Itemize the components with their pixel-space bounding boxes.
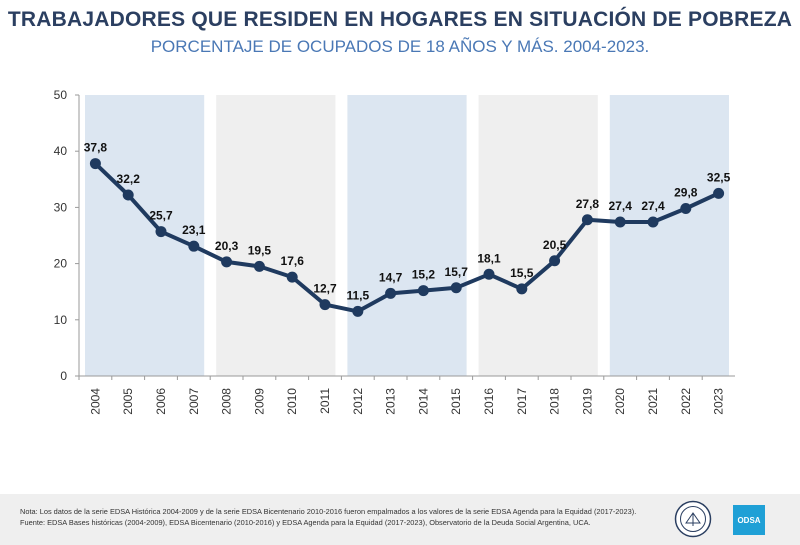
data-point-2017 xyxy=(516,283,528,295)
x-tick-label-2016: 2016 xyxy=(482,388,496,415)
footer: Nota: Los datos de la serie EDSA Históri… xyxy=(0,494,800,545)
data-point-2009 xyxy=(253,260,265,272)
data-label-2009: 19,5 xyxy=(248,243,272,257)
data-point-2012 xyxy=(352,305,364,317)
data-point-2007 xyxy=(188,240,200,252)
data-label-2006: 25,7 xyxy=(149,209,173,223)
period-bands xyxy=(85,95,729,376)
data-point-2020 xyxy=(614,216,626,228)
y-tick-label-50: 50 xyxy=(54,88,68,102)
line-chart: 0 10 20 30 40 50 2004 2005 2006 2007 2008 2009 2010… xyxy=(54,88,735,415)
data-label-2008: 20,3 xyxy=(215,239,239,253)
x-tick-label-2018: 2018 xyxy=(548,388,562,415)
data-label-2022: 29,8 xyxy=(674,186,698,200)
x-tick-label-2011: 2011 xyxy=(318,388,332,414)
data-label-2017: 15,5 xyxy=(510,266,534,280)
x-tick-label-2021: 2021 xyxy=(646,388,660,415)
x-tick-label-2005: 2005 xyxy=(121,388,135,415)
data-label-2018: 20,5 xyxy=(543,238,567,252)
y-tick-label-20: 20 xyxy=(54,257,68,271)
chart-title: TRABAJADORES QUE RESIDEN EN HOGARES EN S… xyxy=(7,8,793,31)
x-tick-label-2004: 2004 xyxy=(88,388,102,415)
data-point-2011 xyxy=(319,299,331,311)
data-label-2016: 18,1 xyxy=(477,251,501,265)
data-label-2023: 32,5 xyxy=(707,170,731,184)
y-axis-ticks: 0 10 20 30 40 50 xyxy=(54,88,79,383)
data-point-2006 xyxy=(155,226,167,238)
data-point-2023 xyxy=(713,187,725,199)
data-point-2005 xyxy=(122,189,134,201)
source-text: Fuente: EDSA Bases históricas (2004-2009… xyxy=(20,518,591,527)
data-label-2020: 27,4 xyxy=(609,199,633,213)
data-point-2004 xyxy=(89,158,101,170)
x-tick-label-2014: 2014 xyxy=(416,388,430,415)
data-point-2015 xyxy=(450,282,462,294)
data-label-2015: 15,7 xyxy=(445,265,469,279)
data-label-2019: 27,8 xyxy=(576,197,600,211)
x-tick-label-2022: 2022 xyxy=(679,388,693,415)
y-tick-label-30: 30 xyxy=(54,200,68,214)
data-point-2019 xyxy=(581,214,593,226)
data-label-2014: 15,2 xyxy=(412,268,436,282)
period-band-1 xyxy=(216,95,336,376)
x-tick-label-2010: 2010 xyxy=(285,388,299,415)
data-point-2014 xyxy=(417,285,429,297)
data-label-2005: 32,2 xyxy=(117,172,141,186)
x-tick-label-2012: 2012 xyxy=(351,388,365,415)
data-point-2016 xyxy=(483,268,495,280)
data-point-2021 xyxy=(647,216,659,228)
data-point-2008 xyxy=(221,256,233,268)
x-tick-label-2008: 2008 xyxy=(220,388,234,415)
data-points xyxy=(89,158,725,317)
x-tick-label-2020: 2020 xyxy=(613,388,627,415)
data-label-2021: 27,4 xyxy=(641,199,665,213)
period-band-0 xyxy=(85,95,205,376)
data-point-2022 xyxy=(680,203,692,215)
data-point-2013 xyxy=(385,287,397,299)
uca-seal-icon xyxy=(674,500,712,538)
x-tick-label-2023: 2023 xyxy=(712,388,726,415)
data-labels: 37,8 32,2 25,7 23,1 20,3 19,5 17,6 12,7 11,5 14,7… xyxy=(84,141,731,303)
odsa-logo: ODSA xyxy=(733,505,765,535)
data-label-2004: 37,8 xyxy=(84,141,108,155)
data-label-2012: 11,5 xyxy=(346,288,369,302)
x-axis-ticks: 2004 2005 2006 2007 2008 2009 2010 2011 2012 2013… xyxy=(78,376,726,415)
x-tick-label-2015: 2015 xyxy=(449,388,463,415)
data-label-2013: 14,7 xyxy=(379,270,403,284)
x-tick-label-2007: 2007 xyxy=(187,388,201,415)
x-tick-label-2009: 2009 xyxy=(252,388,266,415)
x-tick-label-2013: 2013 xyxy=(384,388,398,415)
data-label-2011: 12,7 xyxy=(313,282,337,296)
chart-subtitle: PORCENTAJE DE OCUPADOS DE 18 AÑOS Y MÁS.… xyxy=(150,37,650,56)
y-tick-label-10: 10 xyxy=(54,313,68,327)
period-band-2 xyxy=(347,95,467,376)
x-tick-label-2019: 2019 xyxy=(580,388,594,415)
footer-note: Nota: Los datos de la serie EDSA Históri… xyxy=(20,506,660,528)
data-label-2010: 17,6 xyxy=(281,254,305,268)
period-band-4 xyxy=(609,95,729,376)
data-label-2007: 23,1 xyxy=(182,223,206,237)
x-tick-label-2006: 2006 xyxy=(154,388,168,415)
note-text: Nota: Los datos de la serie EDSA Históri… xyxy=(20,507,637,516)
y-tick-label-0: 0 xyxy=(60,369,67,383)
data-point-2018 xyxy=(549,255,561,267)
data-point-2010 xyxy=(286,271,298,283)
y-tick-label-40: 40 xyxy=(54,144,68,158)
period-band-3 xyxy=(478,95,598,376)
x-tick-label-2017: 2017 xyxy=(515,388,529,415)
